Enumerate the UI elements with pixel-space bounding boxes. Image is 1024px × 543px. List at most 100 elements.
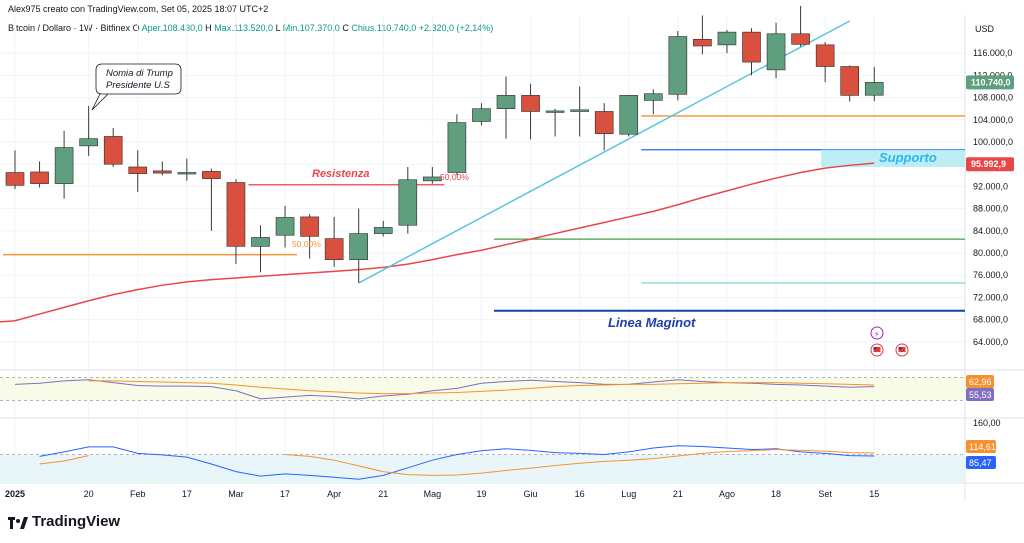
candle-body (251, 237, 270, 247)
flag-canton (898, 347, 902, 350)
candle-body (103, 136, 123, 165)
candle-body (643, 93, 663, 101)
candle-body (472, 108, 491, 122)
time-tick-label: 20 (84, 489, 94, 499)
tradingview-brand: TradingView (8, 513, 120, 530)
candle-body (349, 233, 369, 260)
stoch-tag-label: 85,47 (969, 458, 992, 468)
candle-body (864, 82, 884, 96)
candle-body (202, 171, 221, 179)
low-label: L (275, 23, 281, 33)
price-tick-label: 84.000,0 (973, 226, 1008, 236)
support-zone (821, 149, 965, 167)
candle-body (619, 95, 639, 135)
price-tick-label: 64.000,0 (973, 337, 1008, 347)
low-value: Min.107.370,0 (282, 23, 340, 33)
candle-body (398, 179, 418, 226)
time-tick-label: 17 (182, 489, 192, 499)
currency-label: USD (975, 24, 995, 34)
time-tick-label: 17 (280, 489, 290, 499)
rsi-tag-label: 55,53 (969, 390, 992, 400)
brand-name: TradingView (32, 513, 121, 530)
candle-body (275, 217, 295, 236)
rsi-tag (966, 388, 994, 401)
price-tick-label: 72.000,0 (973, 292, 1008, 302)
time-tick-label: Mag (424, 489, 442, 499)
price-tick-label: 80.000,0 (973, 248, 1008, 258)
fib-50-label: 50,00% (440, 172, 469, 182)
candle-body (693, 39, 712, 47)
time-tick-label: Ago (719, 489, 735, 499)
stoch-band (0, 454, 965, 483)
price-tick-label: 116.000,0 (973, 48, 1012, 58)
stoch-axis-tick: 160,00 (973, 418, 1001, 428)
candle-body (717, 31, 737, 46)
time-tick-label: 15 (869, 489, 879, 499)
candle-body (840, 66, 860, 96)
annotation-supporto: Supporto (879, 150, 937, 165)
rsi-band (0, 377, 965, 401)
candle-body (373, 227, 393, 234)
open-label: O (132, 23, 140, 33)
time-tick-label: 21 (378, 489, 388, 499)
candle-body (226, 182, 246, 247)
tradingview-logo-icon (8, 516, 28, 529)
candle-body (447, 122, 467, 173)
stoch-tag (966, 456, 996, 469)
candle-body (766, 33, 786, 71)
annotation-linea-maginot: Linea Maginot (608, 315, 696, 330)
time-tick-label: Mar (228, 489, 244, 499)
price-tag (966, 75, 1014, 90)
annotation-resistenza: Resistenza (312, 168, 369, 180)
candle-body (300, 216, 319, 237)
annotation-callout-box (91, 63, 182, 111)
stoch-tag-label: 114,61 (969, 442, 996, 452)
lightning-event-glyph: ⚡ (874, 330, 880, 339)
candle-body (30, 171, 49, 184)
price-tick-label: 104.000,0 (973, 115, 1013, 125)
time-tick-label: Giu (524, 489, 538, 499)
candle-body (496, 95, 516, 109)
candle-body (594, 111, 614, 134)
candle-body (324, 238, 344, 260)
flag-stripes (873, 347, 881, 352)
close-label: C (342, 23, 349, 33)
candle-body (153, 170, 172, 174)
rsi-ma-line (88, 380, 875, 395)
close-value: Chius.110.740,0 (351, 23, 417, 33)
time-tick-label: 18 (771, 489, 781, 499)
price-tick-label: 76.000,0 (973, 270, 1008, 280)
candle-body (79, 138, 98, 147)
fib-50-label: 50,00% (292, 239, 321, 249)
price-tag (966, 157, 1014, 172)
high-label: H (205, 23, 212, 33)
symbol-name: Bitcoin / Dollaro · 1W · Bitfinex (8, 23, 131, 33)
rsi-tag-label: 62,96 (969, 377, 992, 387)
author-line: Alex975 creato con TradingView.com, Set … (8, 4, 269, 14)
annotation-trump: Nomia di Trump (106, 68, 173, 79)
time-tick-label: 19 (476, 489, 486, 499)
flag-stripes (898, 347, 906, 352)
lightning-event-icon (870, 326, 884, 340)
candle-body (521, 95, 540, 112)
moving-average-line (0, 162, 875, 323)
candle-body (791, 33, 810, 45)
candle-body (570, 109, 589, 112)
candle-body (668, 36, 688, 95)
time-tick-label: Feb (130, 489, 146, 499)
rsi-tag (966, 375, 994, 388)
candle-body (423, 176, 442, 182)
flag-canton (873, 347, 877, 350)
price-tick-label: 108.000,0 (973, 93, 1013, 103)
candle-body (177, 172, 197, 175)
candle-body (815, 44, 835, 67)
candle-body (128, 166, 148, 174)
stoch-tag (966, 440, 996, 453)
high-value: Max.113.520,0 (214, 23, 274, 33)
time-tick-label: Lug (621, 489, 636, 499)
candle-body (742, 31, 761, 63)
candle-body (545, 110, 565, 113)
price-tag-label: 110.740,0 (971, 77, 1011, 87)
time-tick-label: Set (818, 489, 832, 499)
